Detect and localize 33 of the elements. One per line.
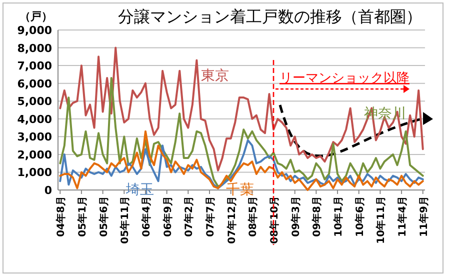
- x-tick-label: 10年1月: [332, 196, 345, 237]
- series-label: 千葉: [226, 182, 254, 198]
- x-tick-label: 11年4月: [396, 196, 409, 237]
- ref-line-label: リーマンショック以降: [280, 71, 410, 86]
- x-tick-label: 07年12月: [226, 196, 238, 244]
- x-tick-label: 10年11月: [375, 196, 388, 244]
- y-axis-title: （戸）: [20, 10, 52, 23]
- series-label: 東京: [201, 68, 229, 84]
- chart-title: 分譲マンション着工戸数の推移（首都圏）: [118, 7, 422, 26]
- y-tick-label: 0: [44, 184, 52, 197]
- x-tick-label: 06年4月: [140, 196, 152, 237]
- y-tick-label: 9,000: [17, 24, 52, 37]
- x-tick-label: 05年6月: [98, 196, 110, 237]
- x-tick-label: 10年6月: [354, 196, 366, 237]
- line-series: [59, 46, 424, 172]
- y-tick-label: 6,000: [17, 77, 52, 90]
- y-tick-label: 3,000: [17, 130, 52, 144]
- y-tick-label: 7,000: [17, 60, 52, 73]
- x-tick-label: 07年2月: [183, 196, 196, 237]
- y-tick-label: 1,000: [17, 166, 52, 180]
- x-tick-label: 04年8月: [55, 196, 68, 237]
- x-tick-label: 09年3月: [290, 196, 302, 237]
- y-tick-label: 8,000: [17, 42, 52, 55]
- x-tick-label: 06年9月: [162, 196, 174, 237]
- x-tick-label: 05年11月: [119, 196, 132, 244]
- x-tick-label: 05年1月: [76, 196, 88, 237]
- x-tick-label: 09年8月: [311, 196, 324, 237]
- y-tick-label: 2,000: [17, 148, 52, 162]
- x-tick-label: 08年5月: [247, 196, 260, 237]
- x-tick-label: 07年7月: [204, 196, 216, 237]
- y-tick-label: 4,000: [17, 112, 52, 126]
- y-tick-label: 5,000: [17, 95, 52, 108]
- x-tick-label: 11年9月: [418, 196, 430, 237]
